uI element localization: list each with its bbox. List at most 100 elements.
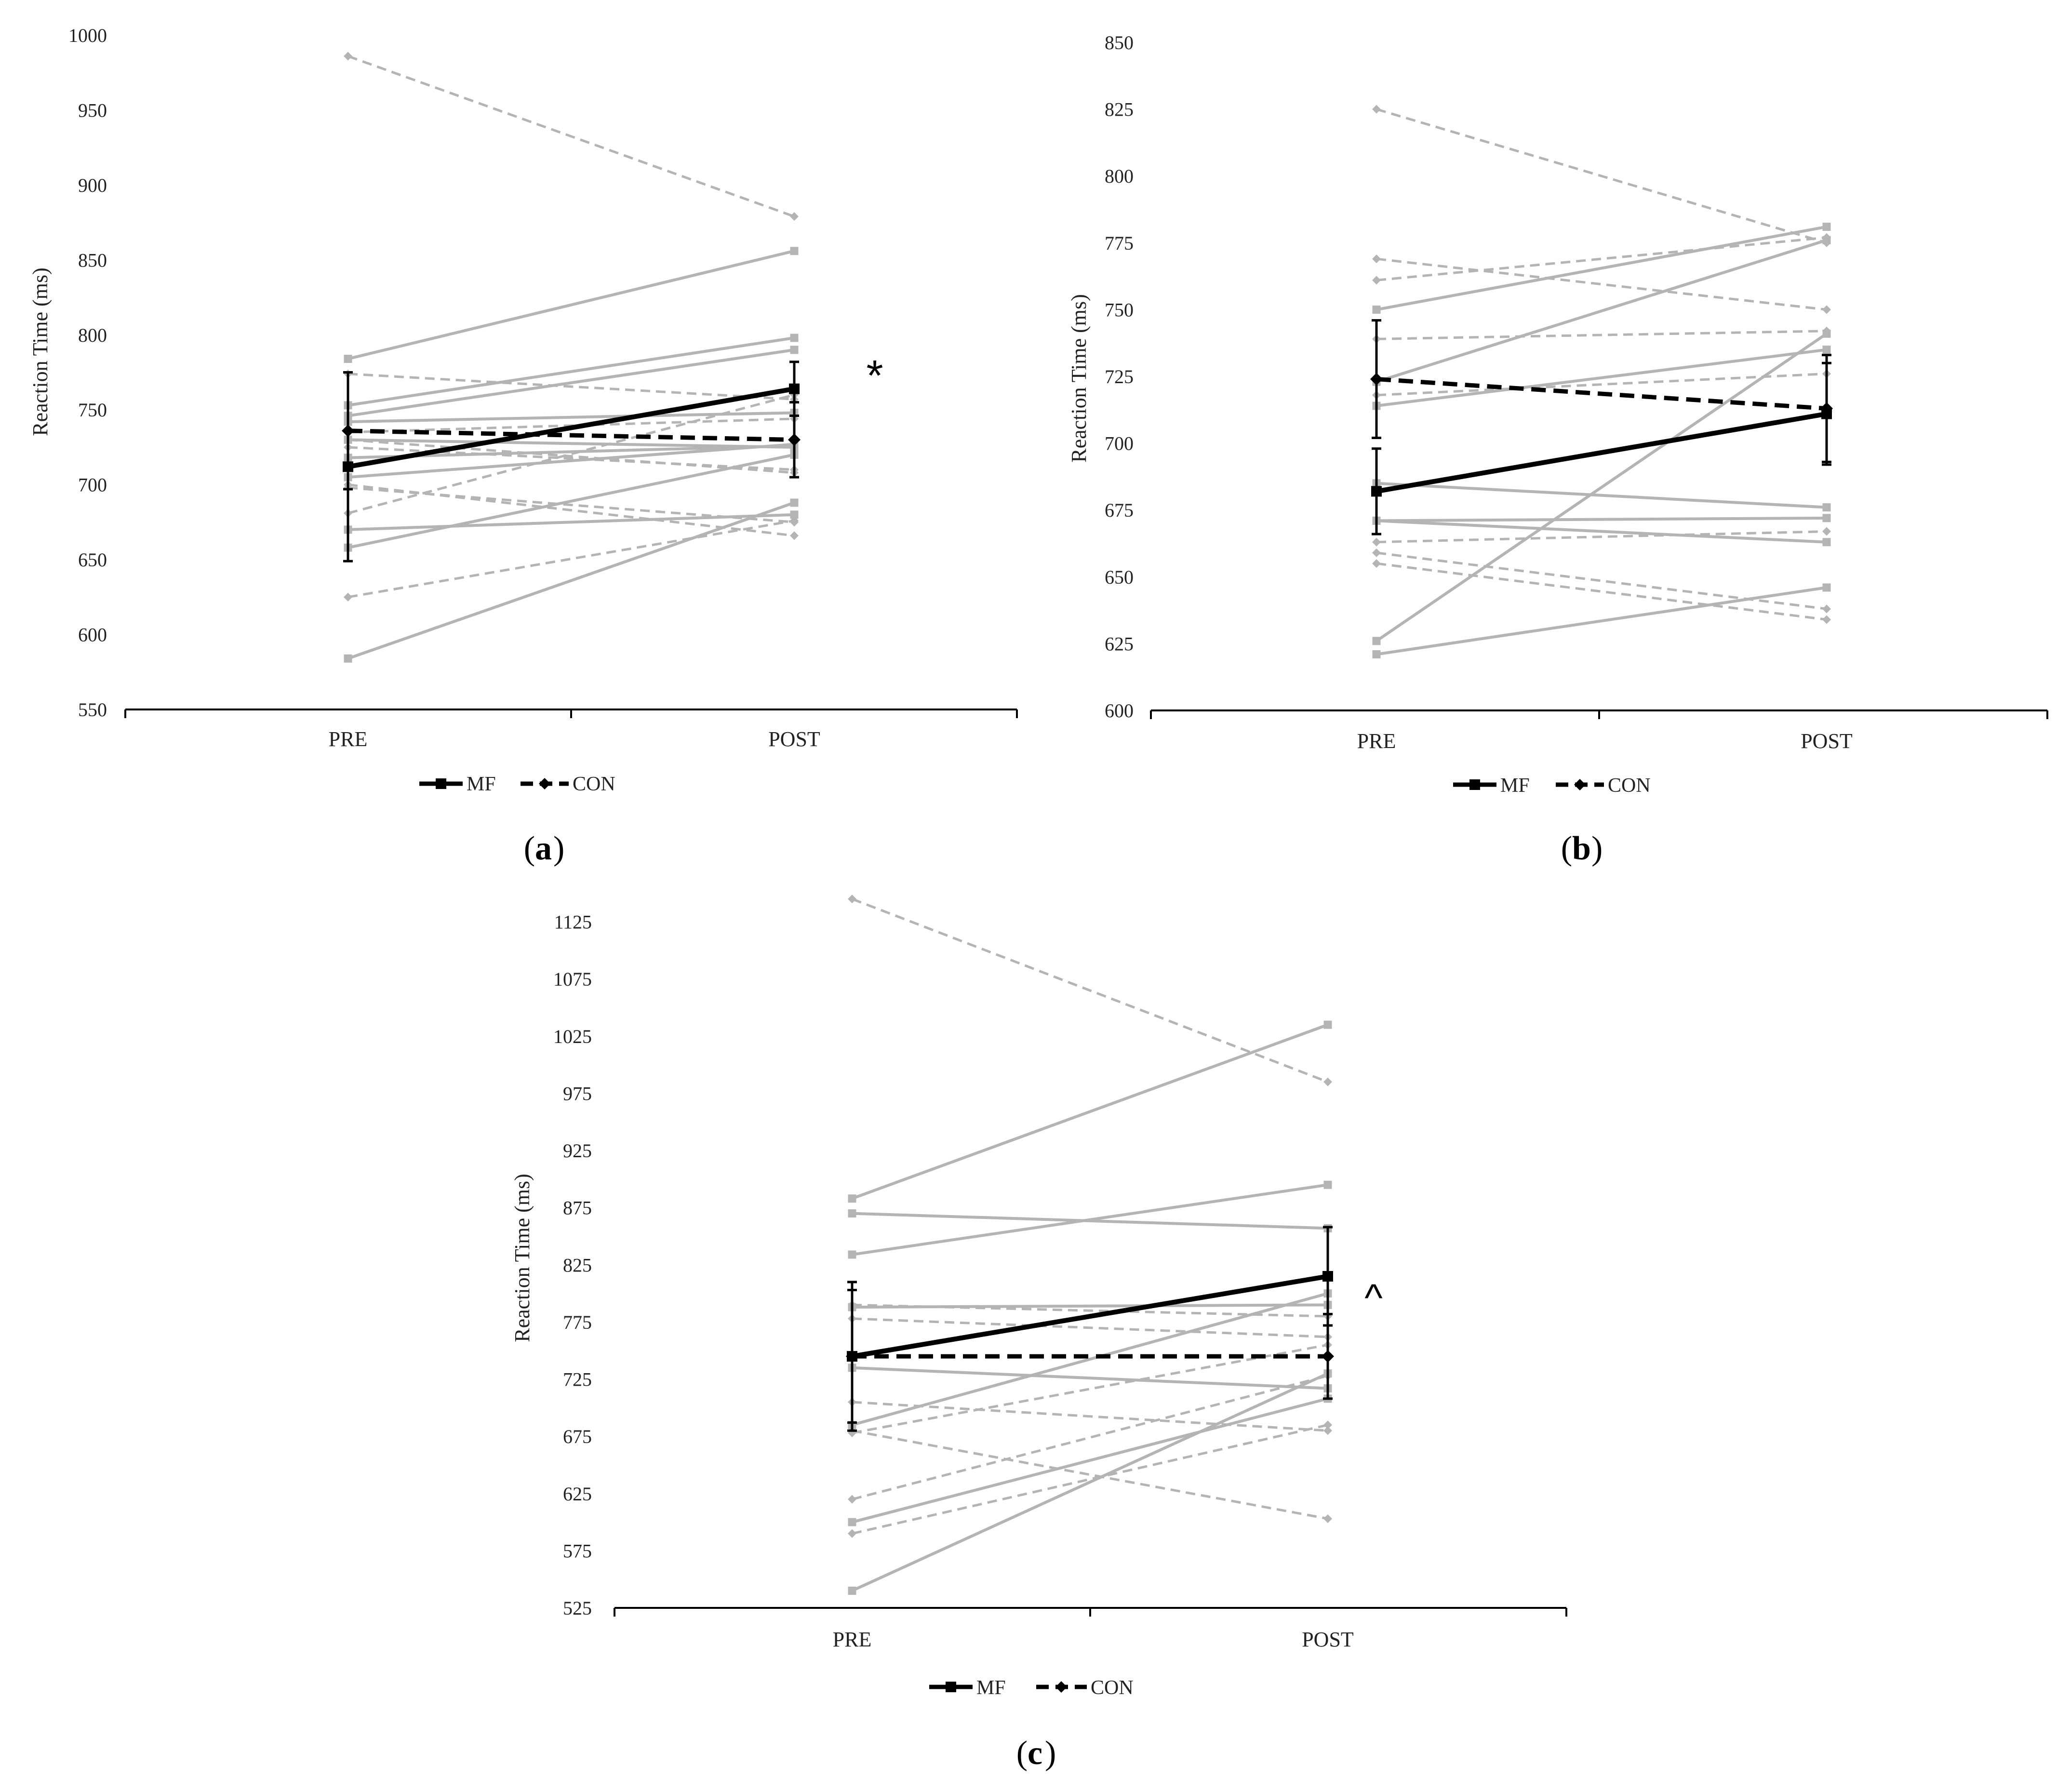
legend-c: MF CON	[929, 1677, 1134, 1699]
con-participant-line-c-0	[852, 897, 1328, 1083]
y-tick-label-a-600: 600	[78, 624, 107, 646]
y-tick-label-c-1075: 1075	[553, 968, 592, 990]
caption-a: ( a )	[524, 830, 565, 867]
con-mean-line-a	[347, 428, 795, 442]
con-participant-point-post-c-0	[1323, 1077, 1332, 1086]
con-participant-point-post-b-1	[1822, 305, 1831, 314]
mf-participant-line-b-7	[1376, 586, 1827, 656]
mf-participant-line-a-2	[347, 348, 795, 417]
significance-marker-c: ^	[1364, 1276, 1383, 1319]
mf-participant-line-a-3	[347, 411, 795, 424]
y-tick-label-a-800: 800	[78, 324, 107, 346]
mf-participant-point-pre-a-0	[344, 355, 352, 363]
legend-a: MF CON	[419, 773, 615, 795]
legend-marker-mf-a	[436, 778, 446, 789]
category-label-pre-a: PRE	[329, 727, 368, 751]
mean-lines-b	[1370, 319, 1833, 535]
legend-label-con-a: CON	[573, 773, 615, 795]
con-participant-point-post-c-3	[1323, 1426, 1332, 1435]
chart-panel-c: 525 575 625 675 725 775 825 875 925 975 1025 1075 11…	[510, 895, 1567, 1772]
mf-participant-line-c-4	[852, 1366, 1328, 1390]
mf-participant-line-b-1	[1376, 239, 1827, 383]
y-tick-label-b-750: 750	[1105, 299, 1134, 321]
caption-paren-open-b: (	[1561, 830, 1572, 867]
y-tick-label-c-525: 525	[563, 1597, 592, 1619]
category-label-pre-b: PRE	[1357, 729, 1396, 753]
con-participant-point-pre-b-1	[1372, 254, 1381, 264]
mf-participant-point-post-a-2	[790, 346, 799, 354]
y-tick-label-a-750: 750	[78, 399, 107, 421]
mf-mean-line-a	[347, 386, 795, 469]
con-participant-point-pre-b-0	[1372, 105, 1381, 114]
con-participant-line-a-0	[347, 55, 795, 218]
con-participant-line-c-5	[852, 1343, 1328, 1434]
mf-participant-point-post-c-2	[1323, 1180, 1332, 1189]
caption-paren-close-a: )	[553, 830, 564, 867]
mf-participant-line-c-2	[852, 1183, 1328, 1256]
con-participant-point-pre-a-7	[344, 592, 352, 602]
y-tick-label-c-975: 975	[563, 1083, 592, 1104]
legend-marker-con-a	[539, 778, 550, 789]
mf-participant-line-b-3	[1376, 481, 1827, 509]
y-axis-label-b: Reaction Time (ms)	[1067, 294, 1091, 463]
con-participant-point-post-a-0	[790, 212, 799, 221]
con-participant-point-pre-a-0	[344, 52, 352, 61]
mf-participant-line-a-7	[347, 513, 795, 531]
mf-participant-point-pre-c-2	[848, 1250, 856, 1259]
mf-mean-point-post-a	[789, 383, 800, 394]
category-label-post-b: POST	[1801, 729, 1853, 753]
y-tick-label-c-675: 675	[563, 1426, 592, 1447]
y-tick-label-b-600: 600	[1105, 700, 1134, 722]
y-tick-label-a-950: 950	[78, 99, 107, 121]
mf-participant-line-c-5	[852, 1292, 1328, 1427]
caption-paren-close-c: )	[1045, 1735, 1056, 1772]
con-participant-line-c-2	[852, 1317, 1328, 1338]
con-participant-point-post-c-4	[1323, 1514, 1332, 1523]
mf-participant-line-a-4	[347, 438, 795, 449]
con-participant-line-b-5	[1376, 530, 1827, 544]
category-label-post-c: POST	[1302, 1628, 1354, 1651]
mf-participant-point-post-b-7	[1822, 583, 1831, 592]
caption-paren-open-c: (	[1016, 1735, 1028, 1772]
con-participant-point-pre-b-2	[1372, 276, 1381, 285]
con-participant-line-a-7	[347, 519, 795, 599]
mf-participant-point-pre-c-0	[848, 1194, 856, 1203]
caption-paren-open-a: (	[524, 830, 535, 867]
con-participant-point-pre-c-0	[848, 895, 856, 904]
mf-participant-line-a-8	[347, 453, 795, 549]
legend-label-con-b: CON	[1608, 775, 1651, 797]
legend-label-mf-a: MF	[467, 773, 496, 795]
con-participant-line-b-7	[1376, 562, 1827, 621]
y-tick-label-b-725: 725	[1105, 366, 1134, 388]
significance-marker-a: *	[866, 352, 883, 400]
category-label-post-a: POST	[768, 727, 820, 751]
caption-paren-close-b: )	[1591, 830, 1603, 867]
legend-label-mf-c: MF	[976, 1677, 1006, 1699]
mean-lines-a	[342, 361, 801, 562]
y-tick-label-b-825: 825	[1105, 99, 1134, 120]
con-participant-line-c-7	[852, 1423, 1328, 1535]
y-tick-label-b-850: 850	[1105, 32, 1134, 53]
con-mean-point-post-a	[788, 433, 801, 446]
individual-lines-a	[344, 52, 799, 663]
legend-marker-con-b	[1574, 779, 1586, 790]
mf-participant-point-pre-c-6	[848, 1518, 856, 1526]
y-axis-label-a: Reaction Time (ms)	[28, 267, 52, 436]
y-axis-label-c: Reaction Time (ms)	[510, 1174, 534, 1342]
mf-participant-line-a-0	[347, 249, 795, 361]
mf-participant-point-pre-b-0	[1372, 305, 1381, 314]
caption-letter-a: a	[535, 830, 552, 867]
mean-lines-c	[846, 1226, 1334, 1432]
con-participant-point-pre-b-5	[1372, 537, 1381, 547]
y-tick-label-b-675: 675	[1105, 499, 1134, 521]
mf-participant-point-pre-c-7	[848, 1586, 856, 1595]
y-tick-label-c-1125: 1125	[554, 911, 592, 933]
y-tick-label-a-850: 850	[78, 249, 107, 271]
con-mean-point-post-c	[1322, 1350, 1334, 1363]
mf-participant-line-c-6	[852, 1397, 1328, 1524]
mf-mean-line-b	[1376, 411, 1827, 494]
y-tick-label-c-925: 925	[563, 1140, 592, 1162]
con-participant-line-b-4	[1376, 372, 1827, 397]
con-participant-line-b-1	[1376, 257, 1827, 311]
